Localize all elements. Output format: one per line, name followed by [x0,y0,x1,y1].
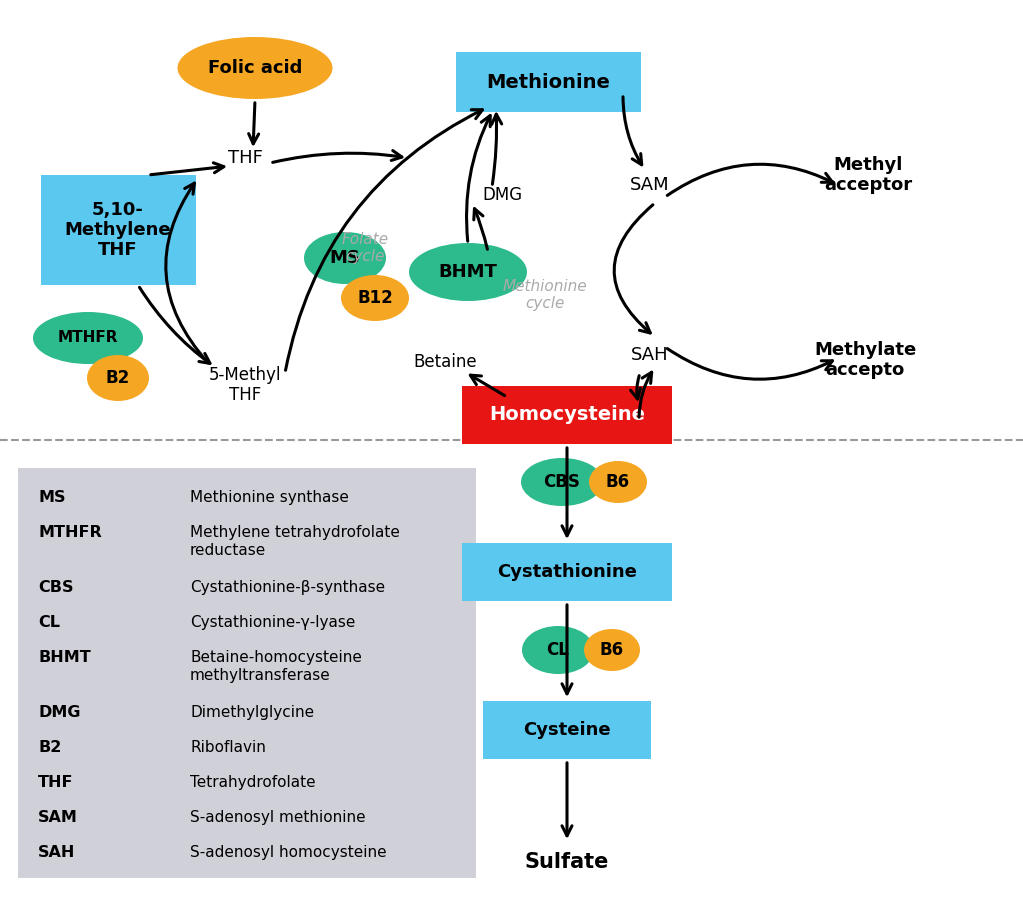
Text: THF: THF [227,149,263,167]
Text: MTHFR: MTHFR [57,331,119,346]
Text: Methylene tetrahydrofolate
reductase: Methylene tetrahydrofolate reductase [190,525,400,558]
Text: Methyl
acceptor: Methyl acceptor [824,155,913,194]
Text: Cystathionine-γ-lyase: Cystathionine-γ-lyase [190,615,355,630]
Text: S-adenosyl homocysteine: S-adenosyl homocysteine [190,845,387,860]
FancyBboxPatch shape [18,468,476,878]
Text: CBS: CBS [38,580,74,595]
Text: B2: B2 [38,740,61,755]
Text: B6: B6 [606,473,630,491]
Ellipse shape [341,275,409,321]
FancyBboxPatch shape [462,543,672,601]
Text: DMG: DMG [482,186,522,204]
Text: Methylate
accepto: Methylate accepto [814,340,917,380]
Text: CL: CL [38,615,60,630]
FancyBboxPatch shape [41,175,195,285]
FancyBboxPatch shape [462,386,672,444]
Text: BHMT: BHMT [38,650,91,665]
Text: 5,10-
Methylene
THF: 5,10- Methylene THF [64,201,171,259]
Ellipse shape [522,626,594,674]
Ellipse shape [521,458,603,506]
Ellipse shape [584,629,640,671]
Ellipse shape [87,355,149,401]
Text: Cystathionine-β-synthase: Cystathionine-β-synthase [190,580,385,595]
Text: SAH: SAH [631,346,669,364]
Text: Dimethylglycine: Dimethylglycine [190,705,314,720]
Text: SAM: SAM [38,810,78,825]
Text: B2: B2 [105,369,130,387]
Text: Methionine
cycle: Methionine cycle [502,279,587,311]
FancyBboxPatch shape [455,52,640,112]
Text: 5-Methyl
THF: 5-Methyl THF [209,366,281,404]
Ellipse shape [178,37,332,99]
Text: Tetrahydrofolate: Tetrahydrofolate [190,775,316,790]
Text: B12: B12 [357,289,393,307]
Text: Betaine-homocysteine
methyltransferase: Betaine-homocysteine methyltransferase [190,650,362,683]
Text: Cystathionine: Cystathionine [497,563,637,581]
Text: CL: CL [546,641,570,659]
Text: THF: THF [38,775,74,790]
Text: MS: MS [38,490,65,505]
Text: Homocysteine: Homocysteine [489,406,644,425]
Text: MS: MS [329,249,360,267]
FancyBboxPatch shape [483,701,651,759]
Text: Sulfate: Sulfate [525,852,609,872]
Text: CBS: CBS [543,473,580,491]
Text: Methionine synthase: Methionine synthase [190,490,349,505]
Text: MTHFR: MTHFR [38,525,101,540]
Text: Riboflavin: Riboflavin [190,740,266,755]
Text: SAM: SAM [630,176,670,194]
Text: S-adenosyl methionine: S-adenosyl methionine [190,810,365,825]
Text: BHMT: BHMT [439,263,497,281]
Ellipse shape [409,243,527,301]
Text: Methionine: Methionine [486,73,610,92]
Ellipse shape [589,461,647,503]
Text: Betaine: Betaine [413,353,477,371]
Text: SAH: SAH [38,845,76,860]
Text: Folic acid: Folic acid [208,59,302,77]
Ellipse shape [304,232,386,284]
Text: Folate
cycle: Folate cycle [342,232,389,264]
Text: DMG: DMG [38,705,81,720]
Text: B6: B6 [599,641,624,659]
Text: Cysteine: Cysteine [523,721,611,739]
Ellipse shape [33,312,143,364]
